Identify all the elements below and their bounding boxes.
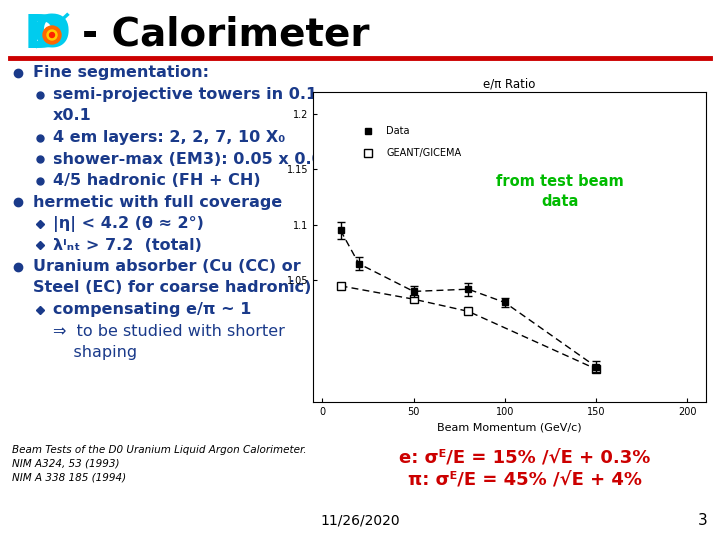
Text: compensating e/π ~ 1: compensating e/π ~ 1 <box>53 302 251 317</box>
X-axis label: Beam Momentum (GeV/c): Beam Momentum (GeV/c) <box>437 423 582 433</box>
Text: shower-max (EM3): 0.05 x 0.05: shower-max (EM3): 0.05 x 0.05 <box>53 152 334 166</box>
Text: semi-projective towers in 0.1: semi-projective towers in 0.1 <box>53 87 317 102</box>
Text: shaping: shaping <box>53 345 137 360</box>
Text: π: σᴱ/E = 45% /√E + 4%: π: σᴱ/E = 45% /√E + 4% <box>408 471 642 489</box>
Text: hermetic with full coverage: hermetic with full coverage <box>33 194 282 210</box>
Circle shape <box>43 26 61 44</box>
Text: Fine segmentation:: Fine segmentation: <box>33 65 209 80</box>
Text: Uranium absorber (Cu (CC) or: Uranium absorber (Cu (CC) or <box>33 259 301 274</box>
Text: Ø: Ø <box>33 14 71 57</box>
Text: x0.1: x0.1 <box>53 109 91 124</box>
Text: Beam Tests of the D0 Uranium Liquid Argon Calorimeter.
NIM A324, 53 (1993)
NIM A: Beam Tests of the D0 Uranium Liquid Argo… <box>12 445 307 483</box>
Circle shape <box>50 32 55 37</box>
Text: e: σᴱ/E = 15% /√E + 0.3%: e: σᴱ/E = 15% /√E + 0.3% <box>400 448 651 466</box>
Text: ⇒  to be studied with shorter: ⇒ to be studied with shorter <box>53 323 285 339</box>
Title: e/π Ratio: e/π Ratio <box>483 78 536 91</box>
Text: λᴵₙₜ > 7.2  (total): λᴵₙₜ > 7.2 (total) <box>53 238 202 253</box>
Text: |η| < 4.2 (θ ≈ 2°): |η| < 4.2 (θ ≈ 2°) <box>53 215 204 232</box>
Text: 4/5 hadronic (FH + CH): 4/5 hadronic (FH + CH) <box>53 173 261 188</box>
Text: - Calorimeter: - Calorimeter <box>82 16 369 54</box>
Circle shape <box>47 30 57 40</box>
Text: GEANT/GICEMA: GEANT/GICEMA <box>386 148 462 158</box>
Text: 3: 3 <box>698 513 708 528</box>
Text: Data: Data <box>386 126 410 136</box>
Text: Steel (EC) for coarse hadronic): Steel (EC) for coarse hadronic) <box>33 280 311 295</box>
Text: 4 em layers: 2, 2, 7, 10 X₀: 4 em layers: 2, 2, 7, 10 X₀ <box>53 130 285 145</box>
Text: 11/26/2020: 11/26/2020 <box>320 514 400 528</box>
Text: D: D <box>24 12 63 57</box>
Text: from test beam
data: from test beam data <box>495 174 624 209</box>
